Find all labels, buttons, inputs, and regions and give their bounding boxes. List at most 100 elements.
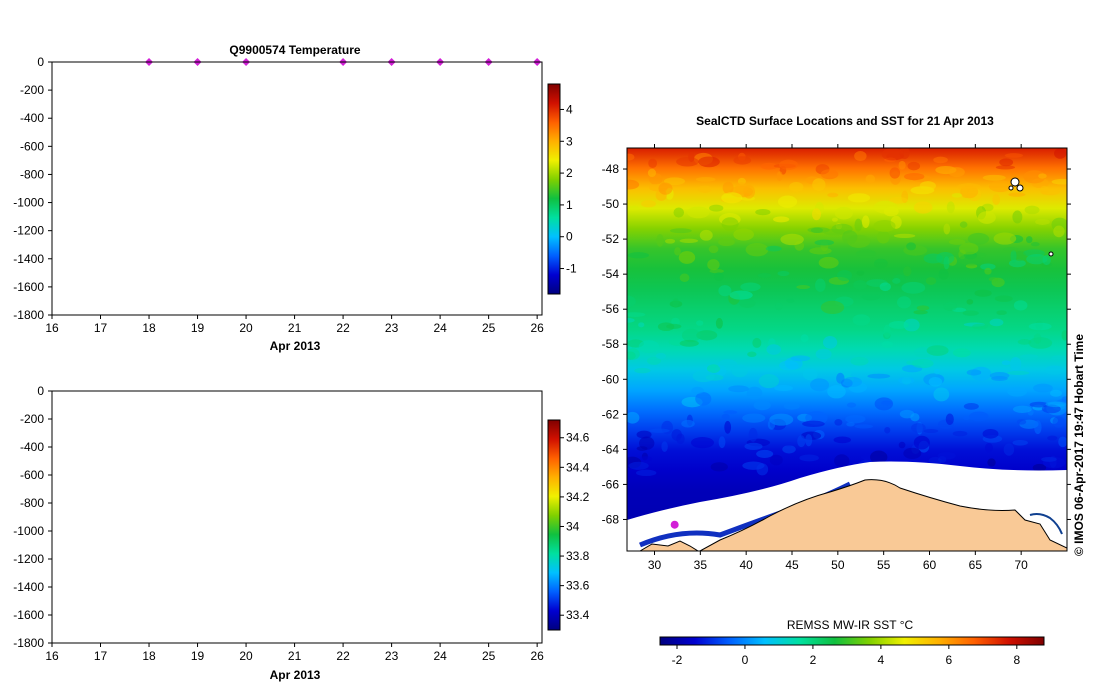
sst-texture-blob: [827, 192, 839, 198]
sst-texture-blob: [966, 299, 974, 305]
sst-texture-blob: [822, 336, 838, 349]
sst-texture-blob: [1053, 225, 1065, 238]
sst-texture-blob: [1012, 405, 1032, 413]
lon-tick-label: 45: [785, 558, 799, 572]
sst-texture-blob: [802, 368, 818, 381]
ice-shelf-patch: [639, 540, 699, 551]
sst-texture-blob: [881, 341, 894, 348]
sst-texture-blob: [911, 423, 926, 433]
sst-texture-blob: [636, 446, 648, 451]
sst-texture-blob: [699, 229, 713, 241]
sst-texture-blob: [715, 317, 723, 329]
sst-texture-blob: [1032, 463, 1047, 472]
sst-texture-blob: [690, 437, 715, 449]
sst-texture-blob: [724, 420, 732, 434]
sst-texture-blob: [1001, 360, 1011, 366]
sst-texture-blob: [777, 195, 798, 208]
sst-texture-blob: [627, 295, 636, 308]
sst-texture-blob: [710, 462, 728, 472]
sst-texture-blob: [907, 161, 921, 171]
sst-texture-blob: [695, 177, 716, 182]
sst-texture-blob: [718, 285, 732, 297]
sst-texture-blob: [747, 351, 757, 358]
x-tick-label: 21: [288, 321, 302, 335]
salinity-section-plot: 16 17 18 19 20 21 22 23 24 25 26 0 -200 -400 -600 -800 -…: [13, 384, 589, 682]
sst-texture-blob: [1050, 389, 1062, 397]
temperature-plot-frame: [51, 61, 543, 316]
sst-colorbar-tick-label: 8: [1013, 653, 1020, 667]
sst-texture: [627, 148, 1067, 477]
sst-texture-blob: [760, 162, 778, 170]
y-tick-label: 0: [37, 55, 44, 69]
sst-texture-blob: [952, 430, 968, 437]
sst-texture-blob: [938, 268, 949, 280]
sst-texture-blob: [649, 428, 670, 433]
sst-texture-blob: [989, 371, 1010, 380]
lon-tick-label: 50: [831, 558, 845, 572]
salinity-plot-frame: [51, 390, 543, 644]
temperature-colorbar: [547, 83, 561, 295]
y-tick-label: -1600: [13, 280, 44, 294]
sst-colorbar-tick-label: -2: [672, 653, 683, 667]
sst-texture-blob: [728, 385, 749, 393]
sst-texture-blob: [925, 277, 937, 285]
x-tick-label: 23: [385, 649, 399, 663]
y-tick-label: -600: [20, 139, 44, 153]
sst-texture-blob: [766, 344, 782, 355]
sst-texture-blob: [666, 323, 682, 329]
lon-tick-label: 65: [969, 558, 983, 572]
colorbar-tick-label: 3: [566, 134, 573, 148]
sst-texture-blob: [913, 310, 928, 315]
sst-texture-blob: [1033, 383, 1053, 393]
x-tick-label: 18: [142, 649, 156, 663]
sst-texture-blob: [903, 318, 920, 332]
sst-texture-blob: [1054, 148, 1067, 159]
sst-texture-blob: [672, 297, 679, 308]
sst-texture-blob: [988, 180, 1012, 193]
sst-texture-blob: [818, 256, 839, 269]
sst-texture-blob: [628, 461, 649, 470]
x-tick-label: 23: [385, 321, 399, 335]
salinity-colorbar: [547, 419, 561, 631]
credit-text: © IMOS 06-Apr-2017 19:47 Hobart Time: [1072, 334, 1086, 556]
sst-texture-blob: [896, 296, 912, 309]
sst-texture-blob: [959, 242, 979, 255]
sst-texture-blob: [695, 392, 712, 406]
x-tick-label: 26: [530, 649, 544, 663]
sst-texture-blob: [957, 183, 981, 191]
colorbar-tick-label: 33.8: [566, 549, 590, 563]
sst-texture-blob: [945, 413, 954, 425]
sst-texture-blob: [717, 359, 738, 371]
sst-texture-blob: [923, 429, 939, 434]
sst-texture-blob: [963, 415, 970, 420]
y-tick-label: -1600: [13, 608, 44, 622]
sst-texture-blob: [769, 454, 783, 466]
sst-texture-blob: [967, 232, 990, 245]
colorbar-tick-label: 1: [566, 198, 573, 212]
x-tick-label: 24: [433, 649, 447, 663]
sst-texture-blob: [854, 151, 867, 162]
sst-texture-blob: [706, 364, 721, 374]
sst-texture-blob: [755, 209, 771, 216]
sst-texture-blob: [800, 334, 809, 343]
sst-texture-blob: [669, 228, 692, 234]
colorbar-tick-label: 33.6: [566, 579, 590, 593]
lat-tick-label: -54: [602, 267, 620, 281]
sst-texture-blob: [1029, 401, 1049, 408]
sst-texture-blob: [658, 182, 673, 195]
sst-texture-blob: [854, 218, 863, 232]
sst-texture-blob: [735, 182, 749, 195]
sst-texture-blob: [1003, 247, 1020, 252]
sst-texture-blob: [627, 317, 635, 323]
sst-texture-blob: [833, 436, 852, 444]
colorbar-tick-label: 34: [566, 519, 580, 533]
sst-texture-blob: [1061, 330, 1067, 341]
sst-texture-blob: [901, 281, 926, 294]
sst-texture-blob: [773, 216, 790, 223]
sst-texture-blob: [1052, 416, 1065, 428]
sst-texture-blob: [782, 445, 796, 454]
sst-texture-blob: [811, 208, 822, 221]
colorbar-tick-label: 34.4: [566, 460, 590, 474]
sst-texture-blob: [1035, 218, 1050, 225]
